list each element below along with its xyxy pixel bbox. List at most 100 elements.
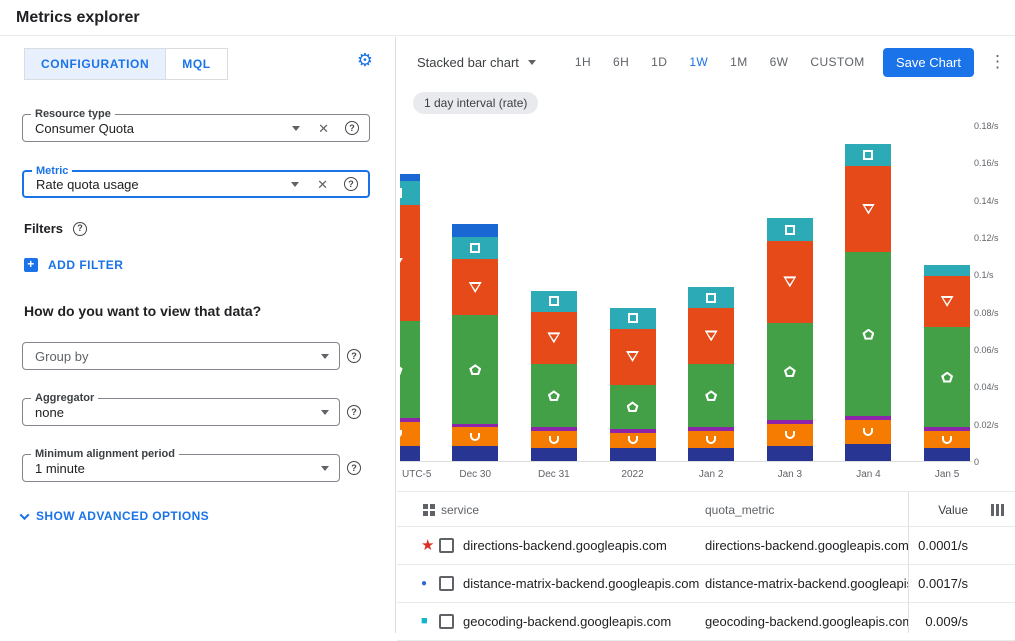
more-options-icon[interactable]: ⋮ — [989, 52, 1003, 72]
chart-bar[interactable] — [452, 224, 498, 461]
show-advanced-options-button[interactable]: SHOW ADVANCED OPTIONS — [21, 509, 209, 523]
bar-segment-red[interactable] — [610, 329, 656, 385]
bar-segment-dark-blue[interactable] — [924, 448, 970, 461]
metric-select[interactable]: Metric Rate quota usage ✕ ? — [22, 170, 370, 198]
range-1d[interactable]: 1D — [640, 45, 678, 79]
bar-segment-red[interactable] — [531, 312, 577, 364]
bar-segment-teal[interactable] — [452, 237, 498, 259]
settings-gear-icon[interactable]: ⚙ — [357, 51, 373, 69]
bar-segment-green[interactable] — [845, 252, 891, 416]
clear-icon[interactable]: ✕ — [317, 178, 328, 191]
bar-segment-purple[interactable] — [400, 418, 420, 422]
group-by-select[interactable]: Group by — [22, 342, 340, 370]
aggregator-select[interactable]: Aggregator none — [22, 398, 340, 426]
bar-segment-orange[interactable] — [400, 422, 420, 446]
bar-segment-purple[interactable] — [688, 427, 734, 431]
tab-configuration[interactable]: CONFIGURATION — [24, 48, 166, 80]
bar-segment-dark-blue[interactable] — [688, 448, 734, 461]
bar-segment-red[interactable] — [845, 166, 891, 252]
bar-segment-purple[interactable] — [924, 427, 970, 431]
alignment-period-select[interactable]: Minimum alignment period 1 minute — [22, 454, 340, 482]
bar-segment-orange[interactable] — [767, 424, 813, 446]
bar-segment-blue[interactable] — [452, 224, 498, 237]
bar-segment-dark-blue[interactable] — [767, 446, 813, 461]
range-6h[interactable]: 6H — [602, 45, 640, 79]
chart-bar[interactable] — [400, 174, 420, 461]
chevron-down-icon — [20, 510, 30, 520]
bar-segment-teal[interactable] — [845, 144, 891, 166]
row-checkbox[interactable] — [439, 614, 454, 629]
bar-segment-teal[interactable] — [531, 291, 577, 312]
bar-segment-purple[interactable] — [767, 420, 813, 424]
help-icon[interactable]: ? — [347, 461, 361, 475]
chart-bar[interactable] — [610, 308, 656, 461]
help-icon[interactable]: ? — [347, 349, 361, 363]
column-header-service: service — [441, 503, 479, 517]
chart-bar[interactable] — [924, 265, 970, 461]
bar-segment-purple[interactable] — [845, 416, 891, 420]
chart-bar[interactable] — [531, 291, 577, 461]
bar-segment-green[interactable] — [531, 364, 577, 427]
bar-segment-teal[interactable] — [688, 287, 734, 308]
save-chart-button[interactable]: Save Chart — [883, 48, 974, 77]
range-1h[interactable]: 1H — [564, 45, 602, 79]
bar-segment-green[interactable] — [688, 364, 734, 427]
resource-type-select[interactable]: Resource type Consumer Quota ✕ ? — [22, 114, 370, 142]
bar-segment-green[interactable] — [610, 385, 656, 430]
bar-segment-dark-blue[interactable] — [845, 444, 891, 461]
tab-mql[interactable]: MQL — [166, 48, 227, 80]
add-filter-button[interactable]: + ADD FILTER — [24, 258, 123, 272]
chart-bar[interactable] — [845, 144, 891, 461]
range-1m[interactable]: 1M — [719, 45, 758, 79]
bar-segment-red[interactable] — [924, 276, 970, 326]
chart-bar[interactable] — [688, 287, 734, 461]
column-settings-icon[interactable] — [991, 504, 1004, 516]
bar-segment-orange[interactable] — [610, 433, 656, 448]
group-toggle-icon[interactable] — [423, 504, 435, 516]
bar-segment-teal[interactable] — [400, 181, 420, 205]
bar-segment-purple[interactable] — [531, 427, 577, 431]
bar-segment-orange[interactable] — [924, 431, 970, 448]
help-icon[interactable]: ? — [73, 222, 87, 236]
row-checkbox[interactable] — [439, 538, 454, 553]
bar-segment-orange[interactable] — [845, 420, 891, 444]
bar-segment-dark-blue[interactable] — [531, 448, 577, 461]
range-custom[interactable]: CUSTOM — [799, 45, 875, 79]
marker-fill — [786, 368, 793, 375]
bar-segment-orange[interactable] — [531, 431, 577, 448]
bar-segment-teal[interactable] — [767, 218, 813, 240]
bar-segment-green[interactable] — [400, 321, 420, 418]
bar-segment-red[interactable] — [688, 308, 734, 364]
bar-segment-orange[interactable] — [452, 427, 498, 446]
row-checkbox[interactable] — [439, 576, 454, 591]
bar-segment-red[interactable] — [452, 259, 498, 315]
bar-segment-dark-blue[interactable] — [610, 448, 656, 461]
bar-segment-green[interactable] — [924, 327, 970, 428]
range-1w[interactable]: 1W — [678, 45, 719, 79]
bar-segment-green[interactable] — [452, 315, 498, 423]
add-filter-label: ADD FILTER — [48, 258, 123, 272]
bar-segment-teal[interactable] — [924, 265, 970, 276]
bar-segment-purple[interactable] — [452, 424, 498, 428]
chart-type-select[interactable]: Stacked bar chart — [417, 55, 536, 70]
bar-segment-dark-blue[interactable] — [452, 446, 498, 461]
chart-bar[interactable] — [767, 218, 813, 461]
bar-segment-dark-blue[interactable] — [400, 446, 420, 461]
bar-segment-blue[interactable] — [400, 174, 420, 181]
x-axis-label: Dec 31 — [538, 469, 570, 480]
clear-icon[interactable]: ✕ — [318, 122, 329, 135]
bar-segment-green[interactable] — [767, 323, 813, 420]
help-icon[interactable]: ? — [344, 177, 358, 191]
bar-segment-orange[interactable] — [688, 431, 734, 448]
bar-segment-red[interactable] — [400, 205, 420, 321]
bar-segment-teal[interactable] — [610, 308, 656, 329]
help-icon[interactable]: ? — [345, 121, 359, 135]
bar-segment-red[interactable] — [767, 241, 813, 323]
bar-segment-purple[interactable] — [610, 429, 656, 433]
show-advanced-options-label: SHOW ADVANCED OPTIONS — [36, 509, 209, 523]
range-6w[interactable]: 6W — [759, 45, 800, 79]
help-icon[interactable]: ? — [347, 405, 361, 419]
